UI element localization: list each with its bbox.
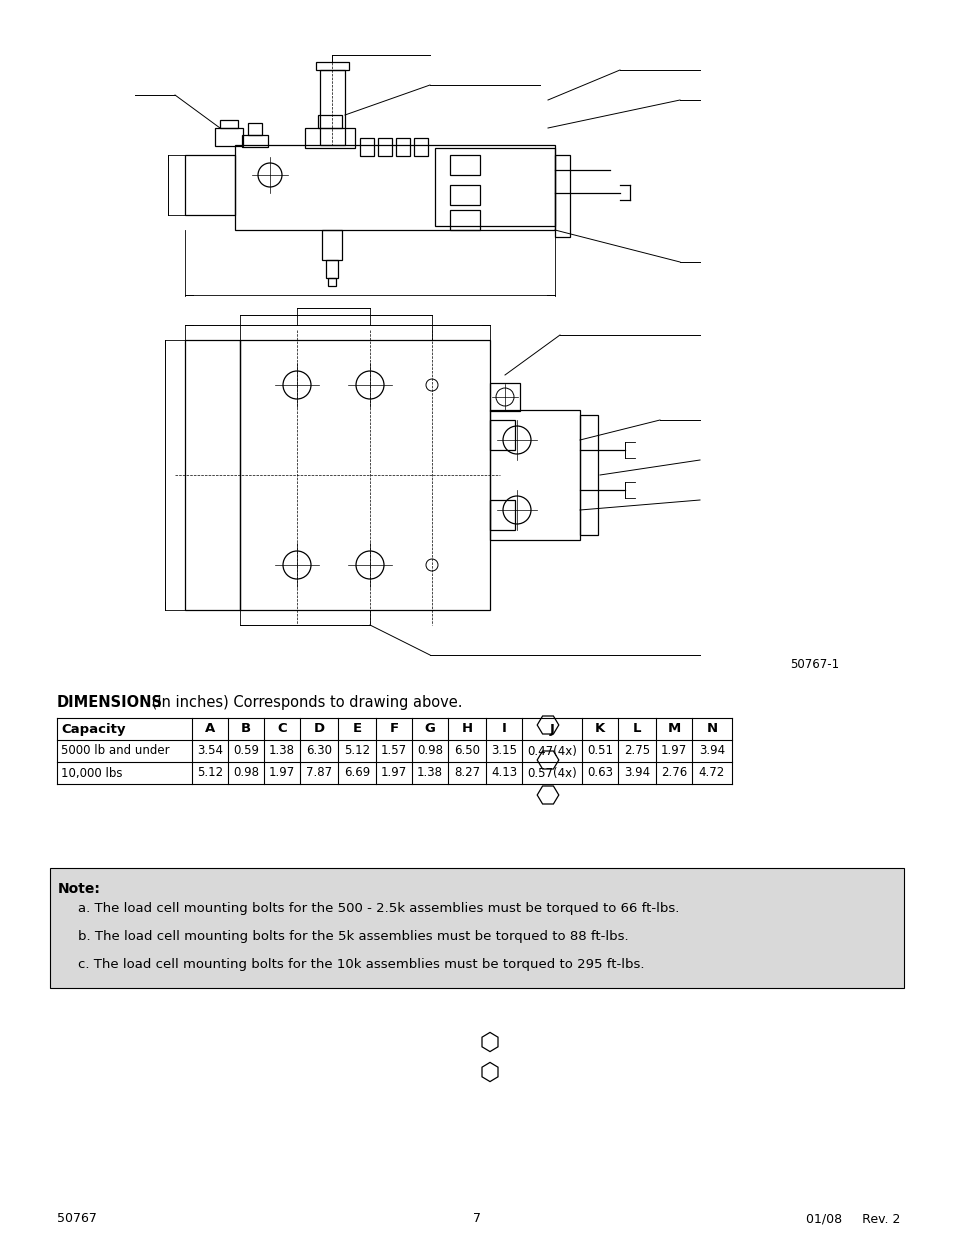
Bar	[326, 261, 337, 278]
Text: 2.76: 2.76	[660, 767, 686, 779]
Text: 0.98: 0.98	[233, 767, 258, 779]
Text: K: K	[595, 722, 604, 736]
Text: 01/08     Rev. 2: 01/08 Rev. 2	[804, 1212, 899, 1225]
Bar	[305, 128, 355, 148]
Text: 1.97: 1.97	[660, 745, 686, 757]
Bar	[328, 278, 335, 287]
Bar	[214, 128, 243, 146]
Text: 50767-1: 50767-1	[789, 658, 839, 671]
Text: E: E	[352, 722, 361, 736]
Text: 0.98: 0.98	[416, 745, 442, 757]
Bar	[359, 138, 374, 156]
Bar	[490, 410, 579, 540]
Bar	[317, 115, 341, 128]
Text: H: H	[461, 722, 472, 736]
Text: 5000 lb and under: 5000 lb and under	[61, 745, 170, 757]
Bar	[450, 156, 479, 175]
Text: 5.12: 5.12	[196, 767, 223, 779]
Bar	[185, 156, 234, 215]
Text: 1.38: 1.38	[416, 767, 442, 779]
Bar	[185, 340, 240, 610]
Bar	[242, 135, 268, 147]
Text: 0.63: 0.63	[586, 767, 613, 779]
Text: 1.97: 1.97	[380, 767, 407, 779]
Text: 3.94: 3.94	[623, 767, 649, 779]
Bar	[490, 500, 515, 530]
Bar	[414, 138, 428, 156]
Bar	[248, 124, 262, 135]
Text: 50767: 50767	[57, 1212, 97, 1225]
Text: C: C	[277, 722, 287, 736]
Text: 0.59: 0.59	[233, 745, 258, 757]
Bar	[490, 383, 519, 411]
Text: 6.69: 6.69	[343, 767, 370, 779]
Text: 4.72: 4.72	[699, 767, 724, 779]
Text: Note:: Note:	[58, 882, 101, 897]
Text: (in inches) Corresponds to drawing above.: (in inches) Corresponds to drawing above…	[147, 695, 462, 710]
Text: 4.13: 4.13	[491, 767, 517, 779]
Bar	[315, 62, 349, 70]
Text: N: N	[706, 722, 717, 736]
Bar	[579, 415, 598, 535]
Text: 0.51: 0.51	[586, 745, 613, 757]
Bar	[240, 340, 490, 610]
Text: I: I	[501, 722, 506, 736]
Text: A: A	[205, 722, 214, 736]
Bar	[220, 120, 237, 128]
Bar	[450, 185, 479, 205]
Text: c. The load cell mounting bolts for the 10k assemblies must be torqued to 295 ft: c. The load cell mounting bolts for the …	[78, 958, 644, 971]
Bar	[555, 156, 569, 237]
Text: 1.97: 1.97	[269, 767, 294, 779]
Bar	[319, 70, 345, 144]
Bar	[234, 144, 555, 230]
Text: 3.94: 3.94	[699, 745, 724, 757]
Bar	[490, 420, 515, 450]
Bar	[377, 138, 392, 156]
Text: 0.57(4x): 0.57(4x)	[527, 767, 577, 779]
Text: 10,000 lbs: 10,000 lbs	[61, 767, 122, 779]
Text: B: B	[241, 722, 251, 736]
Text: 5.12: 5.12	[344, 745, 370, 757]
Text: 7.87: 7.87	[306, 767, 332, 779]
Bar	[50, 868, 903, 988]
Text: 6.30: 6.30	[306, 745, 332, 757]
Text: 1.38: 1.38	[269, 745, 294, 757]
Text: 7: 7	[473, 1212, 480, 1225]
Text: D: D	[314, 722, 324, 736]
Text: DIMENSIONS: DIMENSIONS	[57, 695, 163, 710]
Bar	[322, 230, 341, 261]
Text: 8.27: 8.27	[454, 767, 479, 779]
Text: 3.54: 3.54	[196, 745, 223, 757]
Text: b. The load cell mounting bolts for the 5k assemblies must be torqued to 88 ft-l: b. The load cell mounting bolts for the …	[78, 930, 628, 944]
Text: 2.75: 2.75	[623, 745, 649, 757]
Text: a. The load cell mounting bolts for the 500 - 2.5k assemblies must be torqued to: a. The load cell mounting bolts for the …	[78, 902, 679, 915]
Bar	[450, 210, 479, 230]
Text: G: G	[424, 722, 435, 736]
Text: L: L	[632, 722, 640, 736]
Text: 1.57: 1.57	[380, 745, 407, 757]
Text: F: F	[389, 722, 398, 736]
Bar	[395, 138, 410, 156]
Text: J: J	[549, 722, 554, 736]
Bar	[435, 148, 555, 226]
Text: Capacity: Capacity	[61, 722, 126, 736]
Text: M: M	[667, 722, 679, 736]
Text: 6.50: 6.50	[454, 745, 479, 757]
Text: 0.47(4x): 0.47(4x)	[526, 745, 577, 757]
Text: 3.15: 3.15	[491, 745, 517, 757]
